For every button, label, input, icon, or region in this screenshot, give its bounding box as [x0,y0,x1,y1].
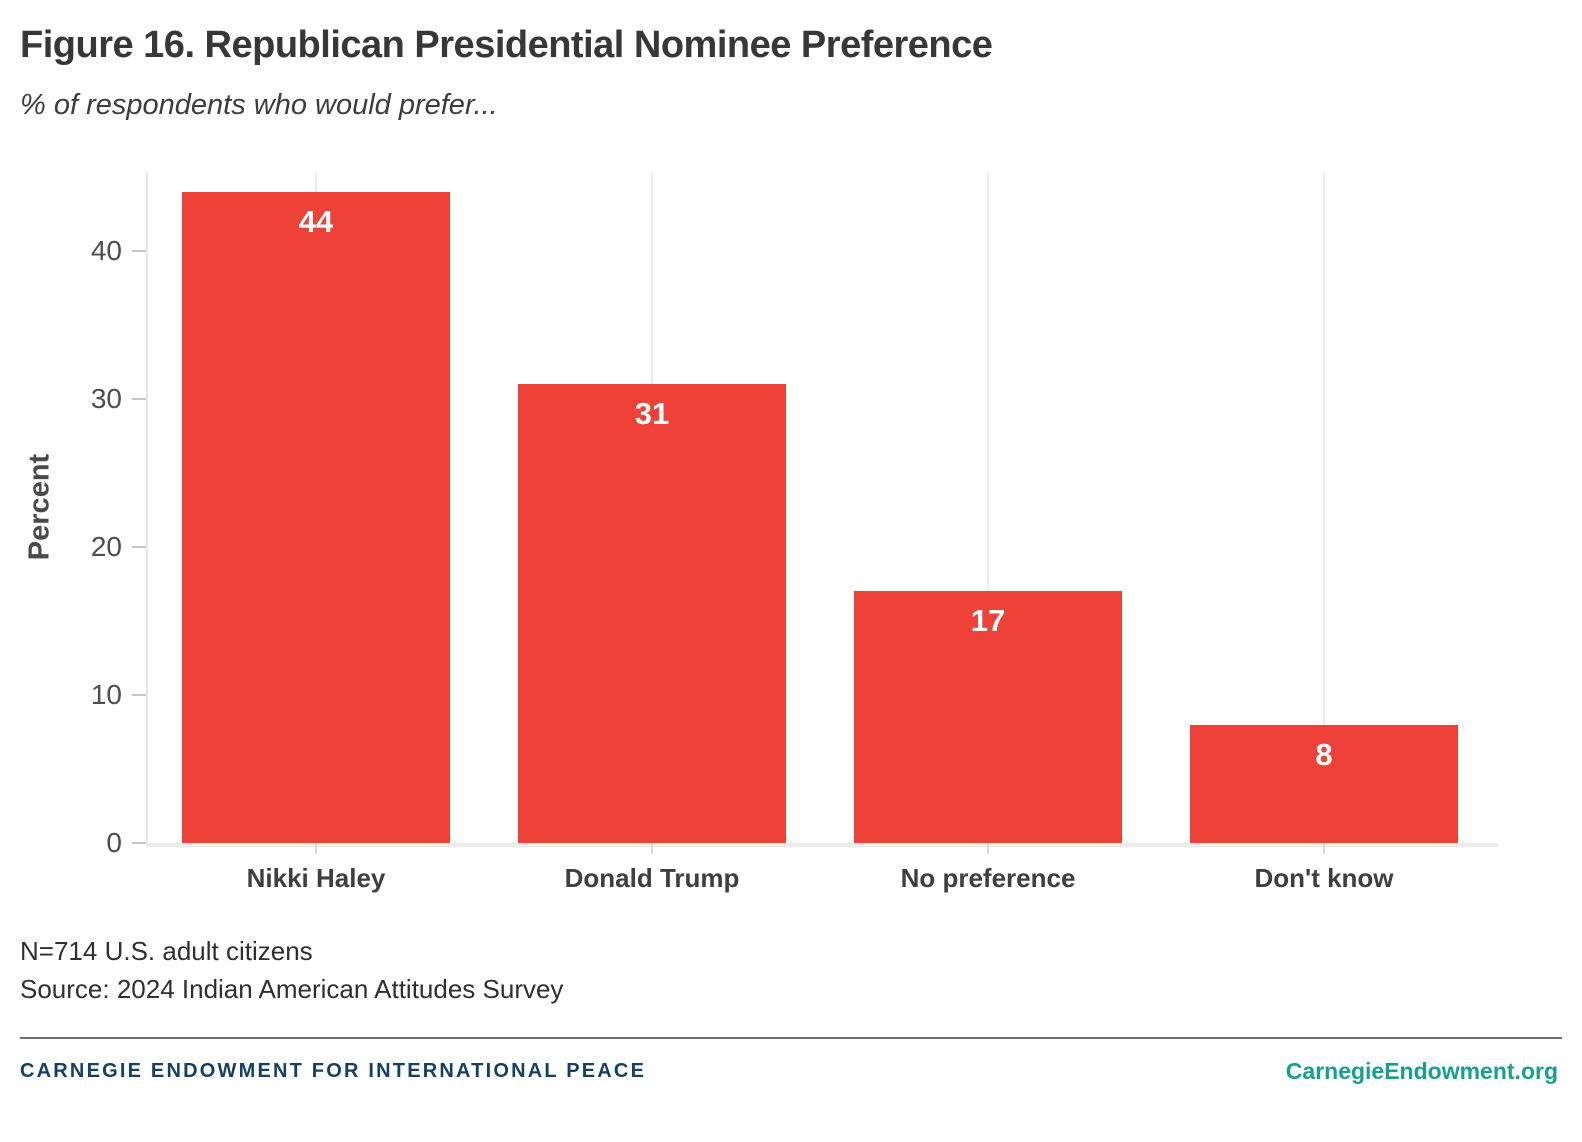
brand-row: CARNEGIE ENDOWMENT FOR INTERNATIONAL PEA… [20,1058,1558,1085]
bar-value-don-t-know: 8 [1315,736,1333,772]
bar-value-nikki-haley: 44 [298,203,334,239]
x-axis-line [146,843,1498,847]
y-tick-label-0: 0 [106,827,122,858]
x-tick-mark-no-preference [987,843,989,854]
y-tick-mark-0 [132,842,146,844]
y-tick-mark-20 [132,546,146,548]
y-tick-mark-10 [132,694,146,696]
bar-value-donald-trump: 31 [634,396,670,432]
y-tick-label-30: 30 [90,383,122,414]
plot-area: 0 10 20 30 40 44 Nikki Haley 31 Donald Trump 17 No… [91,172,1498,893]
x-category-label-don-t-know: Don't know [1254,863,1394,893]
x-category-label-donald-trump: Donald Trump [564,863,740,893]
sample-note: N=714 U.S. adult citizens [20,936,313,966]
org-wordmark: CARNEGIE ENDOWMENT FOR INTERNATIONAL PEA… [20,1060,647,1082]
figure-title: Figure 16. Republican Presidential Nomin… [20,24,993,66]
x-category-label-nikki-haley: Nikki Haley [246,863,386,893]
x-tick-mark-nikki-haley [315,843,317,854]
bar-nikki-haley: 44 [182,191,450,843]
figure-subtitle: % of respondents who would prefer... [20,89,498,121]
bar-value-no-preference: 17 [970,603,1006,639]
source-note: Source: 2024 Indian American Attitudes S… [20,974,564,1004]
x-category-label-no-preference: No preference [900,863,1076,893]
x-tick-mark-don-t-know [1323,843,1325,854]
bar-no-preference: 17 [854,591,1122,843]
y-tick-mark-40 [132,250,146,252]
bar-don-t-know: 8 [1190,724,1458,843]
chart-notes: N=714 U.S. adult citizens Source: 2024 I… [20,932,563,1008]
x-tick-mark-donald-trump [651,843,653,854]
gridline-don-t-know [1323,172,1325,843]
y-tick-label-40: 40 [90,235,122,266]
y-tick-mark-30 [132,398,146,400]
bar-donald-trump: 31 [518,384,786,843]
y-tick-label-20: 20 [90,531,122,562]
figure-header: Figure 16. Republican Presidential Nomin… [20,24,993,122]
gridline-no-preference [987,172,989,843]
site-link[interactable]: CarnegieEndowment.org [1285,1058,1558,1084]
y-tick-label-10: 10 [90,679,122,710]
footer-divider [20,1037,1562,1039]
